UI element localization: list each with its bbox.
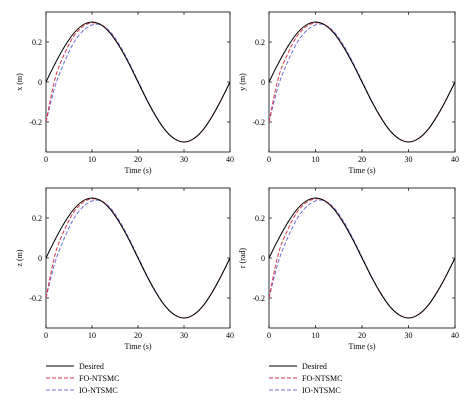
y-axis-label: y (m): [238, 73, 247, 91]
x-tick-label: 20: [358, 155, 366, 164]
x-axis-label: Time (s): [348, 342, 375, 351]
legend-label: FO-NTSMC: [302, 374, 342, 383]
legend-1: Desired FO-NTSMC IO-NTSMC: [46, 362, 119, 395]
x-tick-label: 20: [134, 155, 142, 164]
y-tick-label: -0.2: [252, 294, 265, 303]
x-tick-label: 0: [267, 331, 271, 340]
series-line-desired: [269, 21, 455, 143]
y-tick-label: -0.2: [29, 294, 42, 303]
legend-label: FO-NTSMC: [79, 374, 119, 383]
x-tick-label: 0: [44, 331, 48, 340]
x-tick-label: 40: [451, 155, 459, 164]
x-tick-label: 10: [88, 331, 96, 340]
y-axis-label: r (rad): [238, 248, 247, 269]
series-line-desired: [46, 21, 230, 143]
y-tick-label: 0: [261, 254, 265, 263]
y-tick-label: 0: [38, 78, 42, 87]
x-tick-label: 30: [405, 155, 413, 164]
x-tick-label: 40: [226, 155, 234, 164]
x-axis-label: Time (s): [348, 166, 375, 175]
legend-label: IO-NTSMC: [302, 386, 341, 395]
x-axis-label: Time (s): [124, 342, 151, 351]
x-tick-label: 30: [180, 331, 188, 340]
x-tick-label: 10: [88, 155, 96, 164]
y-axis-label: z (m): [15, 249, 24, 266]
x-tick-label: 30: [180, 155, 188, 164]
y-tick-label: -0.2: [252, 118, 265, 127]
y-tick-label: 0.2: [32, 38, 42, 47]
series-line-desired: [269, 197, 455, 319]
y-tick-label: 0: [261, 78, 265, 87]
legend-label: IO-NTSMC: [79, 386, 118, 395]
x-tick-label: 30: [405, 331, 413, 340]
x-tick-label: 40: [226, 331, 234, 340]
subplot-3: 0 10 20 30 40 0.2 0 -0.2 Time (s) z (m): [15, 187, 234, 351]
y-tick-label: -0.2: [29, 118, 42, 127]
x-tick-label: 10: [312, 331, 320, 340]
series-line-desired: [46, 197, 230, 319]
subplot-2: 0 10 20 30 40 0.2 0 -0.2 Time (s) y (m): [238, 11, 459, 175]
legend-label: Desired: [302, 362, 327, 371]
subplot-4: 0 10 20 30 40 0.2 0 -0.2 Time (s) r (rad): [238, 187, 459, 351]
legend-label: Desired: [79, 362, 104, 371]
x-tick-label: 20: [134, 331, 142, 340]
y-tick-label: 0.2: [255, 38, 265, 47]
y-axis-label: x (m): [15, 73, 24, 91]
x-tick-label: 10: [312, 155, 320, 164]
x-tick-label: 0: [267, 155, 271, 164]
x-tick-label: 0: [44, 155, 48, 164]
y-tick-label: 0.2: [32, 214, 42, 223]
subplot-1: 0 10 20 30 40 0.2 0 -0.2 Time (s) x (m): [15, 11, 234, 175]
x-tick-label: 20: [358, 331, 366, 340]
x-axis-label: Time (s): [124, 166, 151, 175]
legend-2: Desired FO-NTSMC IO-NTSMC: [269, 362, 342, 395]
y-tick-label: 0.2: [255, 214, 265, 223]
x-tick-label: 40: [451, 331, 459, 340]
y-tick-label: 0: [38, 254, 42, 263]
